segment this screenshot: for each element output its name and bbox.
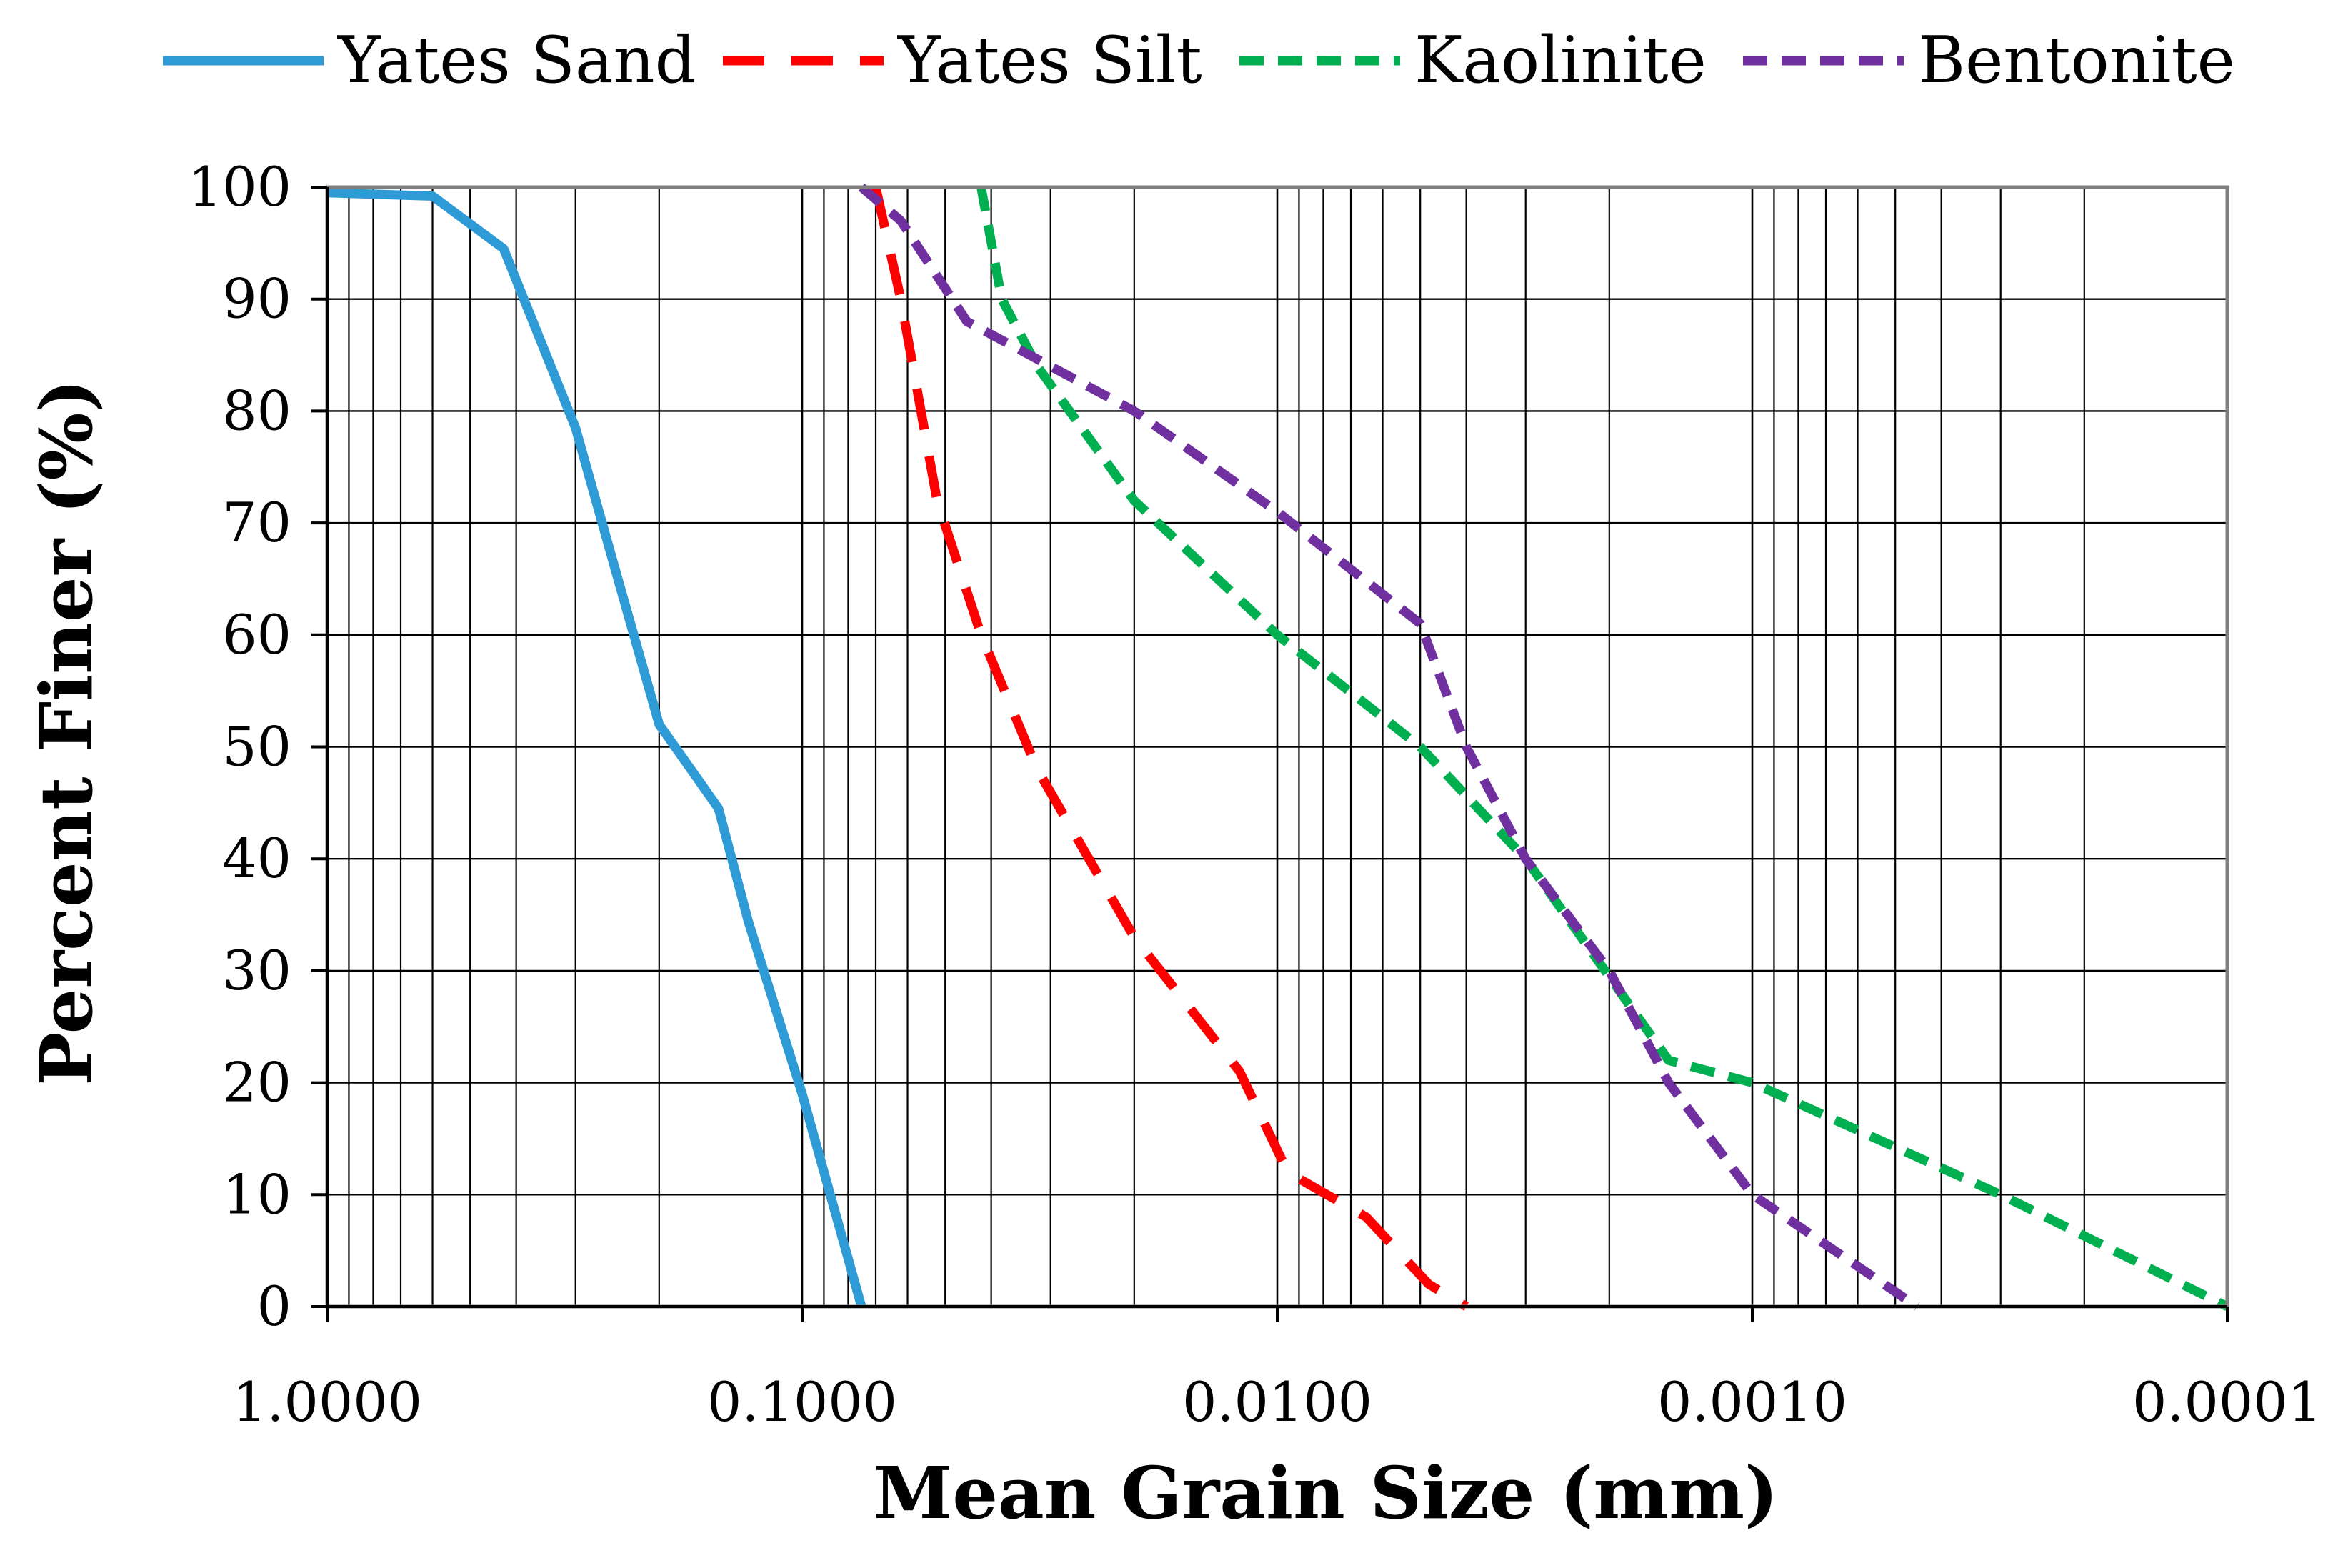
series-lines [326,184,2229,1311]
legend-label-yates-sand: Yates Sand [336,23,696,98]
x-tick-label: 1.0000 [232,1370,422,1434]
y-tick-label: 70 [222,491,291,554]
x-tick-label: 0.0010 [1657,1370,1847,1434]
series-line-yates-silt [871,186,1469,1311]
series-line-yates-sand [326,188,866,1308]
plot-frame [311,185,2229,1322]
x-tick-label: 0.1000 [707,1370,897,1434]
legend-label-bentonite: Bentonite [1918,23,2235,98]
grid [326,186,2229,1308]
legend: Yates Sand Yates Silt Kaolinite Bentonite [163,23,2235,98]
legend-label-yates-silt: Yates Silt [896,23,1202,98]
y-tick-label: 50 [222,715,291,779]
y-axis-title: Percent Finer (%) [24,379,109,1086]
y-tick-label: 30 [222,939,291,1002]
x-tick-label: 0.0100 [1182,1370,1372,1434]
legend-label-kaolinite: Kaolinite [1414,23,1707,98]
x-axis-title: Mean Grain Size (mm) [874,1451,1779,1535]
y-tick-label: 80 [222,379,291,442]
y-tick-label: 100 [188,155,291,219]
y-tick-label: 0 [257,1274,291,1338]
tick-labels: 0 10 20 30 40 50 60 70 80 90 100 1.0000 0.1000 0.0100… [188,155,2322,1434]
y-tick-label: 40 [222,827,291,890]
series-line-kaolinite [976,186,2229,1311]
y-tick-label: 10 [222,1162,291,1226]
y-tick-label: 20 [222,1051,291,1114]
x-tick-label: 0.0001 [2132,1370,2322,1434]
y-tick-label: 60 [222,603,291,666]
y-tick-label: 90 [222,267,291,331]
series-line-bentonite [858,184,1920,1311]
